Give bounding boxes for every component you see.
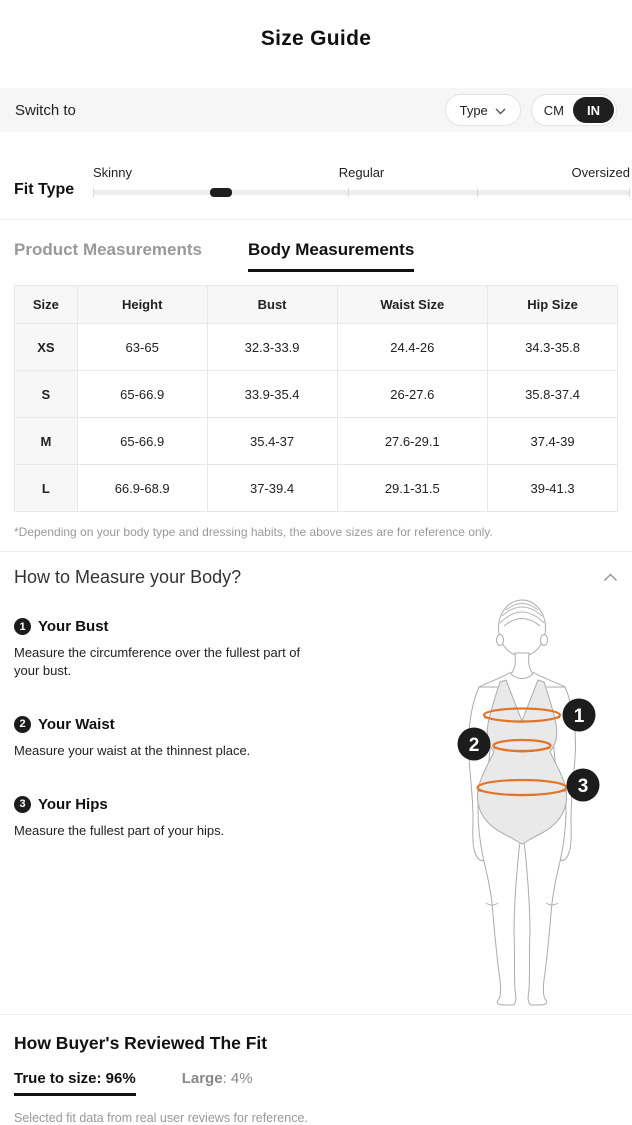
slider-tick: [348, 188, 350, 197]
svg-text:1: 1: [574, 706, 585, 727]
tab-body-measurements[interactable]: Body Measurements: [248, 240, 415, 272]
table-row-xs: XS 63-65 32.3-33.9 24.4-26 34.3-35.8: [14, 323, 618, 371]
size-table-header-row: Size Height Bust Waist Size Hip Size: [14, 285, 618, 324]
header-size: Size: [14, 285, 78, 324]
ear: [540, 634, 548, 646]
divider: [0, 551, 632, 552]
figure-badge-1: 1: [562, 698, 596, 732]
table-cell: 65-66.9: [76, 417, 208, 465]
table-cell: 29.1-31.5: [336, 464, 489, 512]
table-cell: XS: [14, 323, 78, 371]
hip-measurement-band: [476, 778, 568, 797]
unit-option-cm[interactable]: CM: [543, 102, 564, 118]
chevron-up-icon[interactable]: [603, 569, 618, 587]
how-to-measure-section: How to Measure your Body? 1 Your Bust Me…: [0, 552, 632, 1014]
measure-item-desc: Measure your waist at the thinnest place…: [14, 742, 251, 758]
table-cell: 26-27.6: [336, 370, 489, 418]
table-cell: 37.4-39: [487, 417, 618, 465]
bust-measurement-band: [482, 707, 562, 723]
svg-text:2: 2: [469, 735, 480, 756]
fit-type-options: Skinny Regular Oversized: [93, 165, 630, 183]
measure-item-desc: Measure the circumference over the fulle…: [14, 645, 301, 678]
header-waist-size: Waist Size: [336, 285, 489, 324]
svg-text:3: 3: [578, 776, 589, 797]
ear: [496, 634, 504, 646]
measurement-tabs: Product Measurements Body Measurements: [0, 240, 632, 272]
page-title: Size Guide: [260, 27, 372, 50]
slider-tick: [476, 188, 478, 197]
number-badge: 2: [14, 715, 31, 733]
divider: [0, 219, 632, 220]
slider-tick: [629, 188, 630, 197]
header-hip-size: Hip Size: [487, 285, 618, 324]
review-note: Selected fit data from real user reviews…: [14, 1111, 308, 1125]
fit-type-slider: Skinny Regular Oversized: [93, 165, 630, 199]
table-cell: M: [14, 417, 78, 465]
table-cell: 63-65: [76, 323, 208, 371]
figure-badge-3: 3: [566, 768, 600, 802]
number-badge: 1: [14, 618, 31, 635]
body-measurement-figure: 1 2 3: [420, 592, 630, 1012]
large-stat: Large: 4%: [182, 1070, 253, 1087]
fit-slider-handle: [209, 188, 232, 197]
large-stat-label: Large: [181, 1070, 223, 1087]
slider-tick: [93, 188, 94, 197]
table-cell: 37-39.4: [206, 464, 338, 512]
table-cell: L: [14, 464, 78, 512]
fit-option-oversized: Oversized: [571, 165, 630, 180]
review-stats: True to size: 96% Large: 4%: [14, 1070, 618, 1096]
waist-measurement-band: [492, 738, 552, 753]
true-to-size-stat: True to size: 96%: [14, 1070, 136, 1096]
switch-to-label: Switch to: [15, 101, 76, 119]
table-cell: 35.8-37.4: [487, 370, 618, 418]
unit-option-in[interactable]: IN: [573, 97, 614, 123]
measure-section-header[interactable]: How to Measure your Body?: [14, 567, 618, 588]
fit-type-section: Fit Type Skinny Regular Oversized: [0, 165, 632, 199]
measure-item-title: Your Bust: [38, 618, 109, 635]
table-row-m: M 65-66.9 35.4-37 27.6-29.1 37.4-39: [14, 417, 618, 465]
measure-item-title: Your Waist: [38, 715, 115, 733]
fit-type-label: Fit Type: [14, 181, 75, 198]
fit-option-skinny: Skinny: [93, 165, 133, 180]
table-cell: 32.3-33.9: [206, 323, 338, 371]
switch-to-bar: Switch to Type CM IN: [0, 88, 632, 132]
table-cell: 33.9-35.4: [206, 370, 338, 418]
measure-item-desc: Measure the fullest part of your hips.: [14, 822, 225, 838]
table-cell: 35.4-37: [206, 417, 338, 465]
size-footnote: *Depending on your body type and dressin…: [14, 525, 493, 539]
measure-item-bust: 1 Your Bust Measure the circumference ov…: [14, 618, 344, 680]
type-dropdown-label: Type: [459, 102, 488, 118]
tab-product-measurements[interactable]: Product Measurements: [14, 240, 202, 259]
chevron-down-icon: [495, 103, 506, 118]
table-cell: 39-41.3: [487, 464, 618, 512]
figure-badge-2: 2: [457, 727, 491, 761]
buyer-review-section: How Buyer's Reviewed The Fit True to siz…: [0, 1015, 632, 1125]
measure-item-waist: 2 Your Waist Measure your waist at the t…: [14, 715, 344, 760]
divider: [0, 1014, 632, 1015]
measure-section-title: How to Measure your Body?: [14, 567, 242, 587]
table-cell: 27.6-29.1: [336, 417, 489, 465]
measure-item-hips: 3 Your Hips Measure the fullest part of …: [14, 795, 344, 840]
type-dropdown-button[interactable]: Type: [444, 94, 521, 126]
size-table: Size Height Bust Waist Size Hip Size XS …: [14, 285, 618, 512]
header-height: Height: [76, 285, 208, 324]
table-row-l: L 66.9-68.9 37-39.4 29.1-31.5 39-41.3: [14, 464, 618, 512]
switch-controls: Type CM IN: [444, 94, 617, 126]
measure-items: 1 Your Bust Measure the circumference ov…: [14, 618, 344, 840]
table-row-s: S 65-66.9 33.9-35.4 26-27.6 35.8-37.4: [14, 370, 618, 418]
table-cell: 66.9-68.9: [76, 464, 208, 512]
large-stat-value: : 4%: [222, 1070, 253, 1087]
number-badge: 3: [14, 795, 31, 813]
table-cell: 24.4-26: [336, 323, 489, 371]
table-cell: 34.3-35.8: [487, 323, 618, 371]
fit-slider-track: [93, 188, 630, 197]
table-cell: 65-66.9: [76, 370, 208, 418]
fit-option-regular: Regular: [338, 165, 385, 180]
unit-toggle[interactable]: CM IN: [530, 94, 617, 126]
measure-item-title: Your Hips: [38, 795, 108, 813]
header-bust: Bust: [206, 285, 338, 324]
review-section-title: How Buyer's Reviewed The Fit: [14, 1033, 268, 1053]
table-cell: S: [14, 370, 78, 418]
